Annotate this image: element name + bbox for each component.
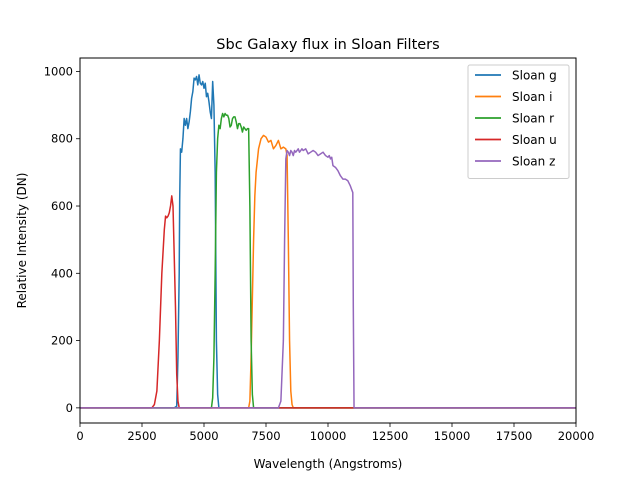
legend-label: Sloan r (512, 112, 554, 126)
x-tick-label: 15000 (434, 429, 471, 443)
series-line-sloan-z (80, 148, 576, 409)
y-tick-label: 600 (51, 199, 73, 213)
x-tick-label: 17500 (496, 429, 533, 443)
x-tick-label: 10000 (310, 429, 347, 443)
x-axis-ticks: 0 2500 5000 7500 10000 12500 15000 17500 20000 (76, 423, 594, 443)
legend-box (467, 64, 570, 179)
y-tick-label: 200 (51, 334, 73, 348)
legend-label: Sloan i (512, 90, 552, 104)
y-axis-label: Relative Intensity (DN) (15, 173, 29, 309)
x-tick-label: 20000 (558, 429, 595, 443)
x-axis-label: Wavelength (Angstroms) (254, 457, 403, 471)
axes-frame (79, 57, 577, 424)
plot-area (80, 74, 576, 409)
series-line-sloan-u (80, 195, 576, 409)
series-line-sloan-r (80, 112, 576, 409)
x-tick-label: 12500 (372, 429, 409, 443)
legend-label: Sloan g (512, 69, 557, 83)
series-lines (80, 74, 576, 409)
y-tick-label: 800 (51, 132, 73, 146)
legend-label: Sloan z (512, 155, 555, 169)
x-tick-label: 2500 (127, 429, 156, 443)
y-tick-label: 0 (66, 401, 73, 415)
series-line-sloan-g (80, 74, 576, 409)
x-tick-label: 0 (76, 429, 83, 443)
y-tick-label: 1000 (44, 64, 73, 78)
legend-label: Sloan u (512, 133, 557, 147)
y-axis-ticks: 0 200 400 600 800 1000 (44, 64, 80, 415)
chart-title: Sbc Galaxy flux in Sloan Filters (216, 37, 439, 53)
y-tick-label: 400 (51, 266, 73, 280)
series-line-sloan-i (80, 134, 576, 409)
x-tick-label: 5000 (189, 429, 218, 443)
x-tick-label: 7500 (251, 429, 280, 443)
legend: Sloan g Sloan i Sloan r Sloan u Sloan z (467, 64, 570, 179)
